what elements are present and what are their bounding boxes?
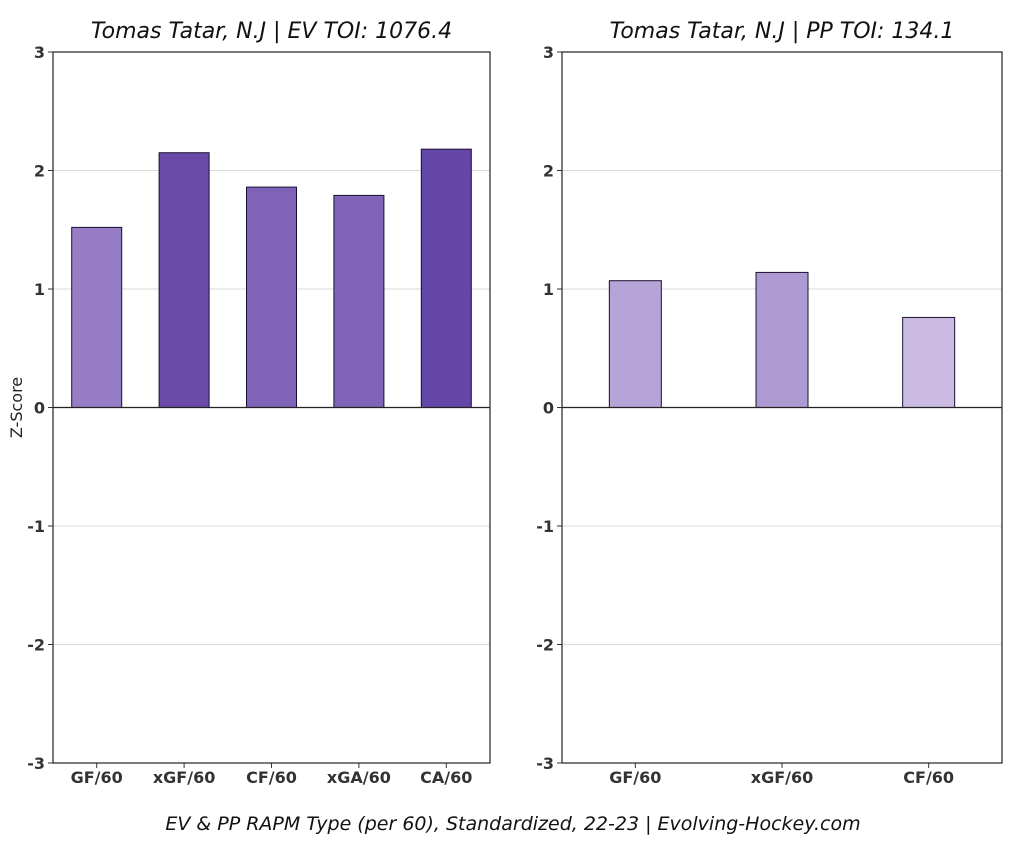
y-tick-label: 1 (543, 280, 554, 299)
bar (420, 148, 472, 408)
x-tick-label: CF/60 (246, 768, 297, 787)
plot-frame (561, 51, 1003, 764)
y-tick-label: 3 (34, 43, 45, 62)
chart-title: Tomas Tatar, N.J | EV TOI: 1076.4 (91, 19, 452, 44)
y-tick-label: -2 (27, 636, 45, 655)
y-tick-label: 1 (34, 280, 45, 299)
y-tick-label: 2 (34, 162, 45, 181)
bar (246, 186, 297, 408)
figure-footer: EV & PP RAPM Type (per 60), Standardized… (165, 813, 860, 835)
y-tick-label: -3 (536, 754, 554, 773)
y-tick-label: 0 (543, 399, 554, 418)
y-tick-label: -2 (536, 636, 554, 655)
y-tick-label: -3 (27, 754, 45, 773)
x-tick-label: xGF/60 (751, 768, 814, 787)
x-tick-label: GF/60 (609, 768, 661, 787)
plot-frame (52, 51, 491, 764)
x-tick-label: xGF/60 (153, 768, 216, 787)
x-tick-label: xGA/60 (327, 768, 391, 787)
bar (71, 226, 123, 408)
chart-title: Tomas Tatar, N.J | PP TOI: 134.1 (610, 19, 955, 44)
x-tick-label: GF/60 (71, 768, 123, 787)
chart-panel-2: -3 -2 -1 0 1 2 3 GF/60 xGF/60 CF/60 Tomas Tatar, N… (536, 19, 1003, 787)
bar (902, 316, 956, 408)
y-tick-label: -1 (536, 517, 554, 536)
x-tick-label: CF/60 (903, 768, 954, 787)
y-tick-label: 0 (34, 399, 45, 418)
y-axis-label: Z-Score (7, 377, 26, 438)
bar (333, 194, 385, 408)
bar (158, 152, 210, 408)
x-tick-label: CA/60 (420, 768, 472, 787)
y-tick-label: -1 (27, 517, 45, 536)
chart-panel-1: -3 -2 -1 0 1 2 3 GF/60 xGF/60 CF/60 xGA/60 CA/60 Tom… (7, 19, 491, 787)
y-tick-label: 2 (543, 162, 554, 181)
bar (755, 271, 809, 408)
bar (608, 280, 662, 408)
y-tick-label: 3 (543, 43, 554, 62)
